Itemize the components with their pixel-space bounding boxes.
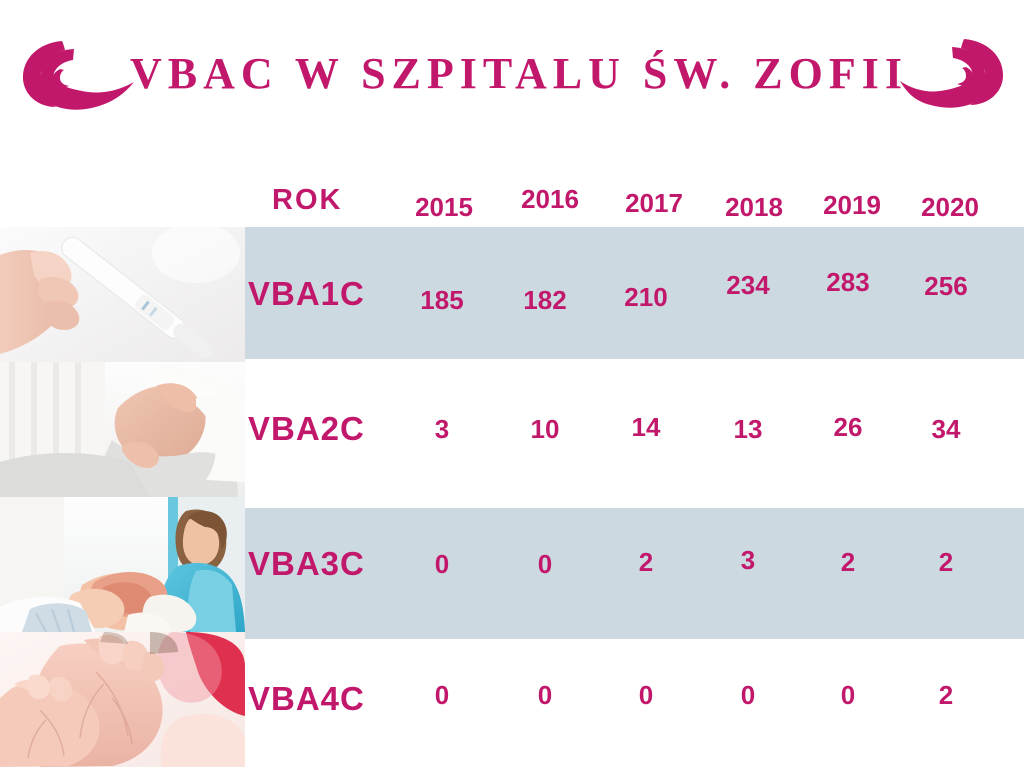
cell-vba3c-2018: 3: [740, 545, 756, 575]
header-year-2015: 2015: [415, 192, 473, 222]
header-year-2016: 2016: [521, 184, 579, 214]
pregnancy-test-photo: [0, 227, 245, 362]
row-band-1: [245, 227, 1024, 359]
cell-vba1c-2017: 210: [624, 282, 668, 312]
baby-feet-photo: [0, 632, 245, 767]
cell-vba2c-2016: 10: [530, 414, 560, 444]
wave-swirl-left-icon: [22, 41, 134, 110]
table-row: VBA3C 0 0 2 3 2 2: [0, 497, 1024, 632]
cell-vba2c-2017: 14: [631, 412, 661, 442]
table-header-row: ROK 2015 2016 2017 2018 2019 2020: [0, 170, 1024, 227]
header-rok-label: ROK: [272, 184, 343, 216]
cell-vba2c-2015: 3: [434, 414, 450, 444]
table-row: VBA1C 185 182 210 234 283 256: [0, 227, 1024, 362]
header-year-2019: 2019: [823, 190, 881, 220]
header-year-2018: 2018: [725, 192, 783, 222]
cell-vba4c-2018: 0: [740, 680, 756, 710]
wave-swirl-right-icon: [900, 39, 1004, 108]
cell-vba4c-2016: 0: [537, 680, 553, 710]
row-label-vba3c: VBA3C: [248, 545, 365, 582]
cell-vba3c-2015: 0: [434, 549, 450, 579]
cell-vba3c-2019: 2: [840, 547, 856, 577]
cell-vba4c-2020: 2: [938, 680, 954, 710]
header-year-2020: 2020: [921, 192, 979, 222]
cell-vba3c-2017: 2: [638, 547, 654, 577]
page-title: VBAC W SZPITALU ŚW. ZOFII: [129, 49, 908, 98]
table-row: VBA2C 3 10 14 13 26 34: [0, 362, 1024, 497]
cell-vba4c-2019: 0: [840, 680, 856, 710]
cell-vba1c-2019: 283: [826, 267, 870, 297]
midwife-newborn-photo: [0, 497, 245, 632]
row-band-3: [245, 508, 1024, 639]
cell-vba1c-2018: 234: [726, 270, 770, 300]
data-table: ROK 2015 2016 2017 2018 2019 2020: [0, 170, 1024, 768]
cell-vba4c-2015: 0: [434, 680, 450, 710]
header-year-2017: 2017: [625, 188, 683, 218]
cell-vba1c-2015: 185: [420, 285, 464, 315]
pregnant-belly-photo: [0, 362, 245, 497]
cell-vba1c-2016: 182: [523, 285, 567, 315]
slide-title-bar: VBAC W SZPITALU ŚW. ZOFII: [0, 28, 1024, 120]
cell-vba2c-2020: 34: [931, 414, 961, 444]
cell-vba4c-2017: 0: [638, 680, 654, 710]
row-label-vba4c: VBA4C: [248, 680, 365, 717]
table-row: VBA4C 0 0 0 0 0 2: [0, 632, 1024, 767]
cell-vba1c-2020: 256: [924, 271, 968, 301]
cell-vba3c-2016: 0: [537, 549, 553, 579]
cell-vba2c-2019: 26: [833, 412, 863, 442]
cell-vba2c-2018: 13: [733, 414, 763, 444]
row-label-vba1c: VBA1C: [248, 275, 365, 312]
row-label-vba2c: VBA2C: [248, 410, 365, 447]
cell-vba3c-2020: 2: [938, 547, 954, 577]
